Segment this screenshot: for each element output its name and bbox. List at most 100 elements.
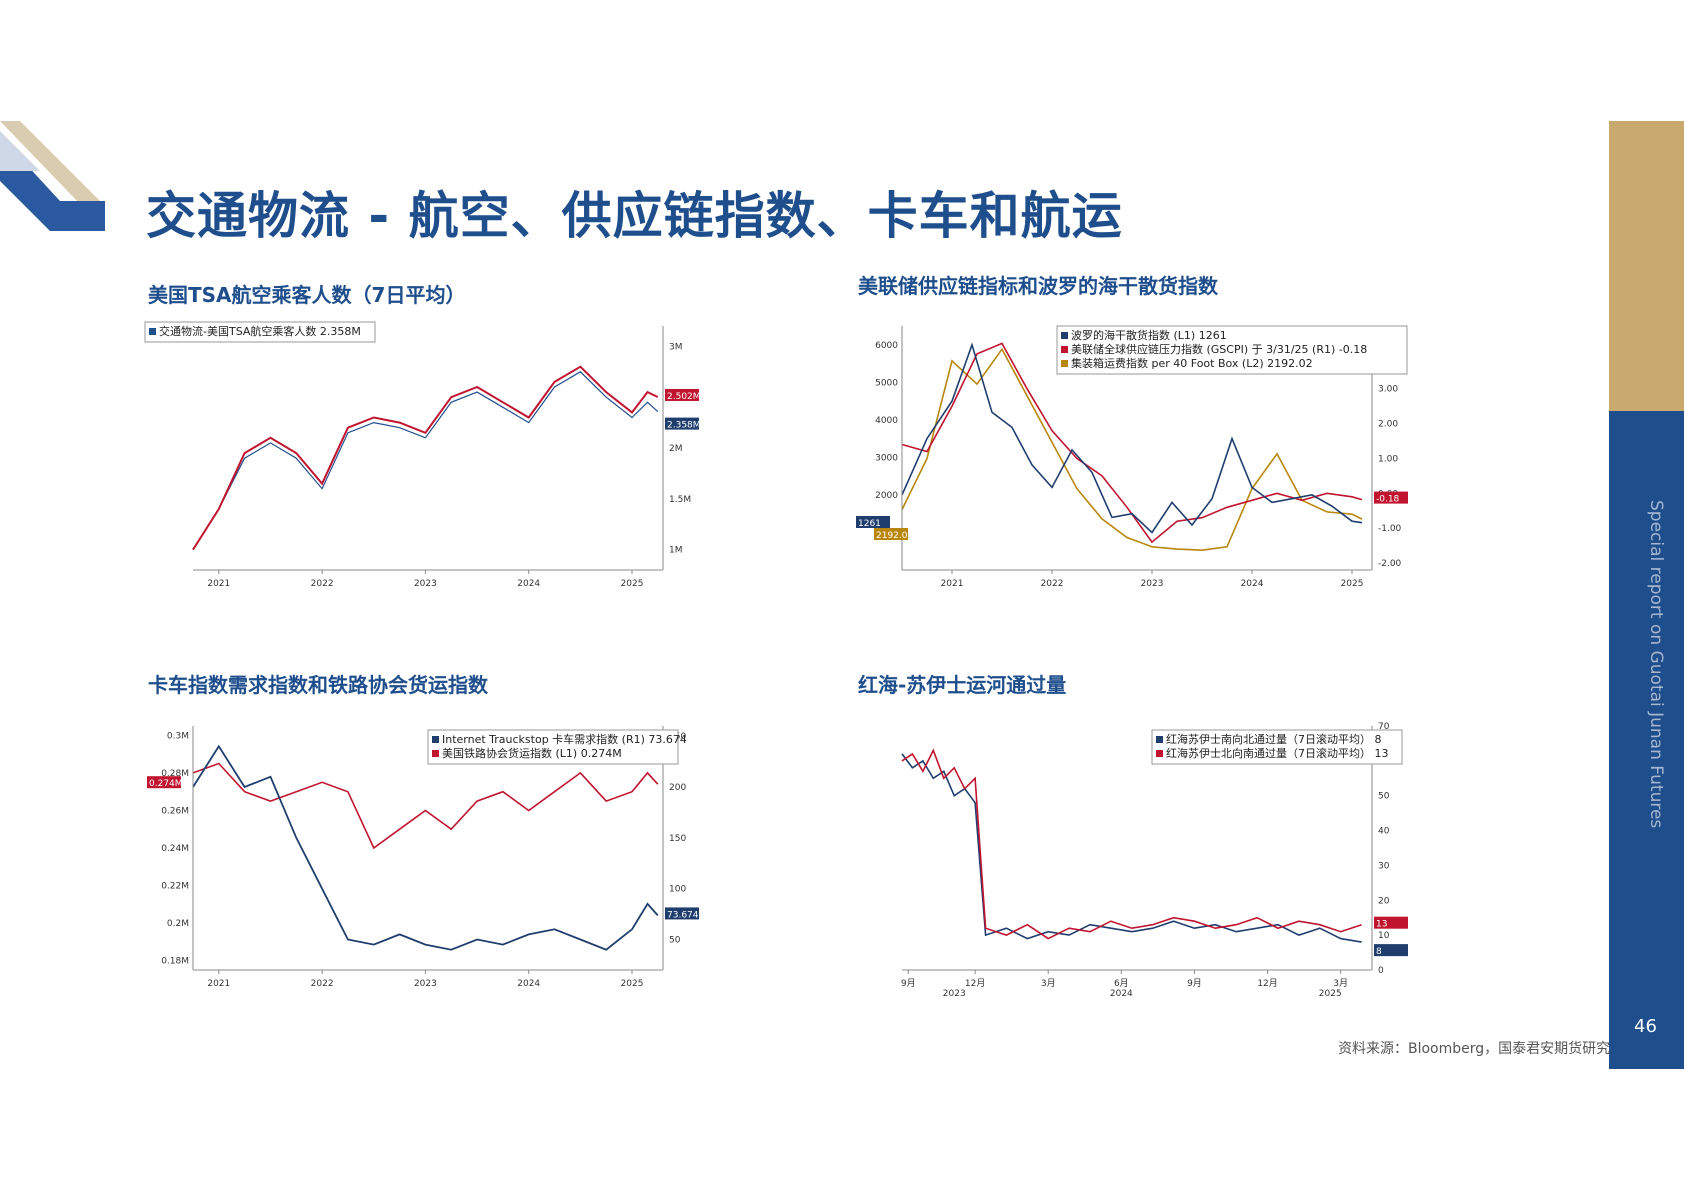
- y-right-tick-label: 1.00: [1378, 454, 1398, 464]
- y-left-tick-label: 3000: [875, 453, 898, 463]
- y-right-tick-label: 2.00: [1378, 420, 1398, 430]
- legend-entry: 红海苏伊士北向南通过量（7日滚动平均） 13: [1166, 746, 1389, 760]
- x-tick-label: 12月: [1257, 978, 1277, 989]
- y-left-tick-label: 5000: [875, 378, 898, 388]
- end-label-bg: [1374, 944, 1408, 957]
- legend-swatch: [1061, 332, 1068, 339]
- end-label-bg: [665, 417, 699, 430]
- x-tick-label: 2021: [207, 579, 230, 589]
- legend-swatch: [1061, 346, 1068, 353]
- y-right-tick-label: -1.00: [1378, 524, 1402, 534]
- y-right-tick-label: 50: [1378, 792, 1390, 802]
- series-line: [901, 753, 1362, 943]
- x-tick-label: 3月: [1333, 978, 1348, 989]
- x-tick-label: 2024: [517, 979, 540, 989]
- end-label: 2.502M: [667, 392, 701, 402]
- y-right-tick-label: 1.5M: [669, 495, 691, 505]
- end-label: 73.674: [667, 910, 699, 920]
- legend-box: [1151, 729, 1403, 765]
- y-left-tick-label: 0.2M: [167, 919, 189, 929]
- x-tick-label: 2024: [1241, 579, 1264, 589]
- end-label-bg: [874, 528, 908, 540]
- side-bar-gold: [1609, 121, 1684, 411]
- series-line: [901, 342, 1363, 544]
- x-tick-label: 12月: [965, 978, 985, 989]
- chart-supply: 2021202220232024202510002000300040005000…: [852, 318, 1432, 598]
- legend-swatch: [432, 736, 439, 743]
- x-tick-label: 2025: [621, 979, 644, 989]
- legend-box: [144, 321, 376, 343]
- y-right-tick-label: 0: [1378, 966, 1384, 976]
- y-left-tick-label: 0.18M: [161, 957, 189, 967]
- legend-swatch: [1156, 736, 1163, 743]
- series-line: [192, 365, 659, 551]
- side-bar-blue: [1609, 411, 1684, 1069]
- end-label: -0.18: [1376, 495, 1400, 505]
- y-right-tick-label: 150: [669, 834, 686, 844]
- y-left-tick-label: 0.28M: [161, 769, 189, 779]
- end-label: 0.274M: [149, 779, 183, 789]
- y-right-tick-label: 50: [669, 936, 681, 946]
- series-line: [192, 762, 659, 850]
- y-right-tick-label: 10: [1378, 931, 1390, 941]
- x-tick-label: 9月: [901, 978, 916, 989]
- y-left-tick-label: 6000: [875, 341, 898, 351]
- side-text: Special report on Guotai Junan Futures: [1646, 500, 1666, 829]
- end-label: 2192.02: [876, 531, 913, 541]
- legend-entry: 红海苏伊士南向北通过量（7日滚动平均） 8: [1166, 732, 1382, 746]
- series-line: [901, 748, 1362, 940]
- legend-swatch: [432, 750, 439, 757]
- x-tick-label: 2022: [311, 579, 334, 589]
- x-tick-label: 2025: [1341, 579, 1364, 589]
- chart-title-truck: 卡车指数需求指数和铁路协会货运指数: [148, 673, 488, 697]
- y-left-tick-label: 0.22M: [161, 882, 189, 892]
- x-year-label: 2025: [1319, 989, 1342, 998]
- x-tick-label: 2025: [621, 579, 644, 589]
- y-right-tick-label: 3M: [669, 342, 683, 352]
- y-left-tick-label: 2000: [875, 491, 898, 501]
- x-tick-label: 2021: [207, 979, 230, 989]
- legend-swatch: [1061, 360, 1068, 367]
- chart-bg: [852, 718, 1432, 998]
- chart-title-supply: 美联储供应链指标和波罗的海干散货指数: [858, 274, 1218, 298]
- legend-box: [427, 729, 679, 765]
- chart-title-redsea: 红海-苏伊士运河通过量: [858, 673, 1067, 697]
- end-label-bg: [147, 776, 181, 789]
- x-tick-label: 2022: [1041, 579, 1064, 589]
- legend-entry: 美国铁路协会货运指数 (L1) 0.274M: [442, 746, 622, 760]
- legend-entry: 交通物流-美国TSA航空乘客人数 2.358M: [159, 324, 361, 338]
- y-right-tick-label: 1M: [669, 546, 683, 556]
- end-label: 2.358M: [667, 421, 701, 431]
- legend-entry: 集装箱运费指数 per 40 Foot Box (L2) 2192.02: [1071, 356, 1313, 370]
- y-left-tick-label: 0.26M: [161, 806, 189, 816]
- legend-swatch: [1156, 750, 1163, 757]
- chart-truck: 2021 2022 2023 2024 2025 0.18M 0.2M 0.22M 0.24M 0…: [143, 718, 723, 998]
- x-tick-label: 2023: [1141, 579, 1164, 589]
- x-tick-label: 2021: [941, 579, 964, 589]
- x-tick-label: 2023: [414, 979, 437, 989]
- source-note: 资料来源：Bloomberg，国泰君安期货研究: [1338, 1041, 1611, 1057]
- x-year-label: 2024: [1110, 989, 1133, 998]
- y-right-tick-label: 100: [669, 885, 686, 895]
- legend-entry: 波罗的海干散货指数 (L1) 1261: [1071, 328, 1227, 342]
- chart-bg: [143, 718, 723, 998]
- corner-decoration: [0, 121, 105, 231]
- end-label: 8: [1376, 947, 1382, 957]
- legend-box: [1056, 325, 1408, 375]
- x-tick-label: 6月: [1114, 978, 1129, 989]
- x-year-label: 2023: [943, 989, 966, 998]
- series-line: [901, 342, 1363, 534]
- end-label-bg: [1374, 491, 1408, 504]
- end-label-bg: [856, 516, 890, 528]
- end-label-bg: [665, 907, 699, 920]
- y-left-tick-label: 0.24M: [161, 844, 189, 854]
- y-right-tick-label: 200: [669, 783, 686, 793]
- legend-entry: 美联储全球供应链压力指数 (GSCPI) 于 3/31/25 (R1) -0.1…: [1071, 342, 1367, 356]
- x-tick-label: 9月: [1187, 978, 1202, 989]
- end-label-bg: [665, 388, 699, 401]
- x-tick-label: 2022: [311, 979, 334, 989]
- chart-redsea: 9月12月3月6月9月12月3月202320242025010203040506…: [852, 718, 1432, 998]
- y-right-tick-label: 2M: [669, 444, 683, 454]
- end-label-bg: [1374, 916, 1408, 929]
- y-right-tick-label: 3.00: [1378, 385, 1398, 395]
